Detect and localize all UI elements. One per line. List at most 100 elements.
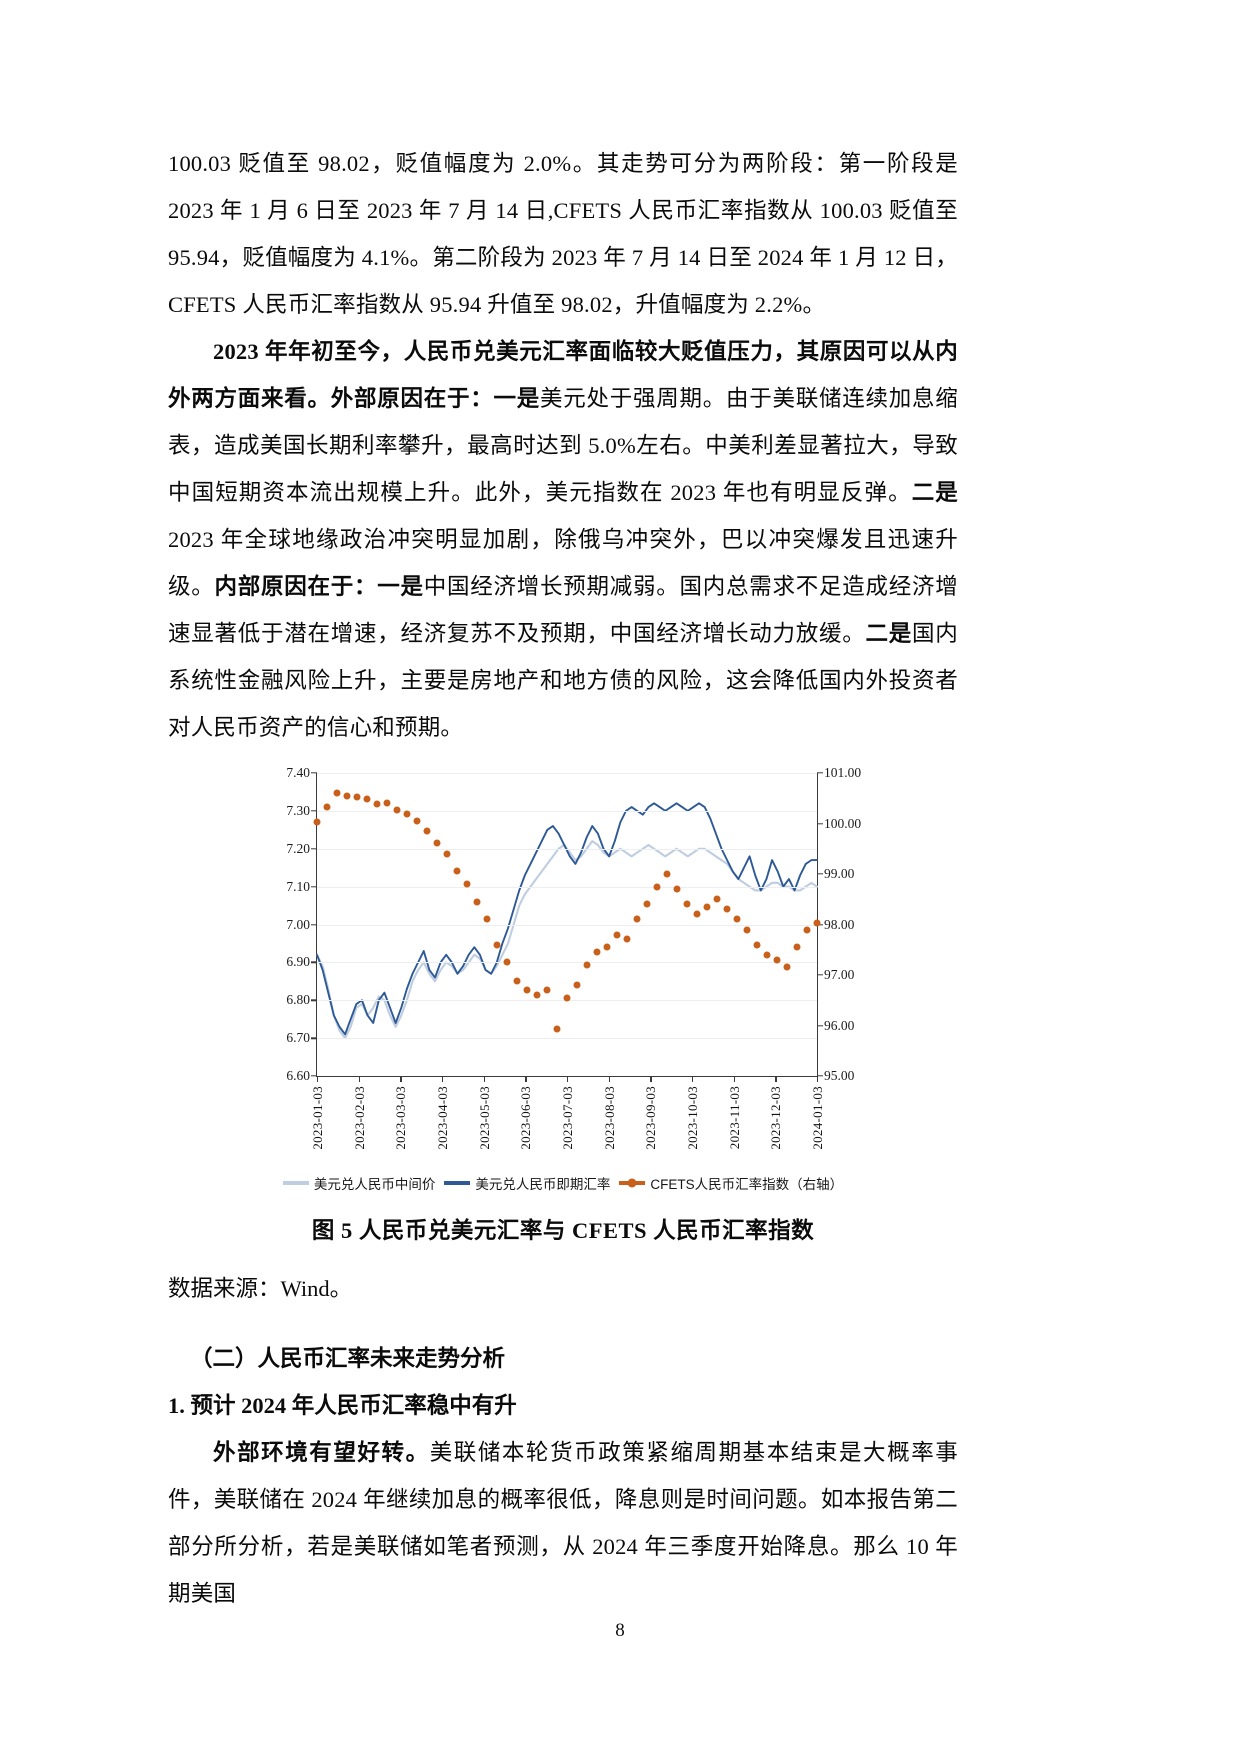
y-axis-left-tick-label: 6.60 xyxy=(286,1068,310,1083)
chart-data-point xyxy=(463,880,471,888)
chart-data-point xyxy=(373,800,381,808)
chart-data-point xyxy=(773,956,781,964)
y-axis-right-tick xyxy=(817,873,823,875)
chart-data-point xyxy=(433,839,441,847)
chart-data-point xyxy=(593,948,601,956)
chart-gridline xyxy=(317,1038,817,1040)
chart-data-point xyxy=(783,963,791,971)
legend-label: 美元兑人民币中间价 xyxy=(313,1177,436,1192)
section-heading: （二）人民币汇率未来走势分析 xyxy=(190,1345,506,1371)
y-axis-left-tick xyxy=(311,1037,317,1039)
y-axis-left-tick xyxy=(311,848,317,850)
legend-swatch xyxy=(619,1178,646,1188)
paragraph-2-bold-4: 二是 xyxy=(865,621,913,646)
chart-data-point xyxy=(603,943,611,951)
chart-data-point xyxy=(313,818,321,826)
paragraph-1: 100.03 贬值至 98.02，贬值幅度为 2.0%。其走势可分为两阶段：第一… xyxy=(168,151,958,317)
x-axis-tick-label: 2024-01-03 xyxy=(810,1086,825,1150)
chart-data-point xyxy=(443,850,451,858)
chart-data-point xyxy=(503,958,511,966)
y-axis-left-tick xyxy=(311,999,317,1001)
x-axis-tick-label: 2023-08-03 xyxy=(601,1086,617,1150)
paragraph-3-tail: 美联储本轮货币政策紧缩周期基本结束是大概率事件，美联储在 2024 年继续加息的… xyxy=(168,1439,958,1606)
chart-data-point xyxy=(683,900,691,908)
chart-data-point xyxy=(693,910,701,918)
subsection-heading: 1. 预计 2024 年人民币汇率稳中有升 xyxy=(168,1392,517,1418)
paragraph-2: 2023 年年初至今，人民币兑美元汇率面临较大贬值压力，其原因可以从内外两方面来… xyxy=(168,328,958,751)
x-axis-tick-label: 2023-10-03 xyxy=(685,1086,700,1150)
chart-data-point xyxy=(353,793,361,801)
chart-data-point xyxy=(383,799,391,807)
legend-item: 美元兑人民币中间价 xyxy=(282,1173,436,1193)
x-axis-tick-label: 2023-03-03 xyxy=(393,1086,409,1150)
chart-data-point xyxy=(643,900,651,908)
y-axis-right-tick-label: 97.00 xyxy=(824,967,855,982)
y-axis-left-tick-label: 6.90 xyxy=(286,954,310,970)
chart-data-point xyxy=(343,792,351,800)
paragraph-2-mid-3: 中国经济增长预期减弱。国内总需求不足造成经济增速显著低于潜在增速，经济复苏不及预… xyxy=(168,574,958,646)
x-axis-tick xyxy=(317,1076,319,1082)
y-axis-right-tick xyxy=(817,1075,823,1077)
y-axis-right-tick-label: 96.00 xyxy=(824,1017,855,1033)
x-axis-tick-label: 2023-07-03 xyxy=(560,1086,575,1150)
x-axis-tick xyxy=(358,1076,360,1082)
chart-line-series xyxy=(317,803,817,1034)
chart-data-point xyxy=(583,961,591,969)
x-axis-tick xyxy=(733,1076,735,1082)
legend-label: 美元兑人民币即期汇率 xyxy=(475,1177,611,1192)
x-axis-tick-label: 2023-02-03 xyxy=(351,1086,367,1150)
legend-label: CFETS人民币汇率指数（右轴） xyxy=(650,1177,844,1192)
legend-swatch xyxy=(444,1181,471,1185)
chart-data-point xyxy=(703,903,711,911)
figure-source: 数据来源：Wind。 xyxy=(168,1276,353,1301)
y-axis-right-tick-label: 100.00 xyxy=(824,815,862,831)
chart-data-point xyxy=(763,951,771,959)
x-axis-tick-label: 2023-04-03 xyxy=(435,1086,450,1150)
x-axis-tick-label: 2023-12-03 xyxy=(768,1086,784,1150)
y-axis-left-tick xyxy=(311,923,317,926)
chart-data-point xyxy=(423,827,431,835)
y-axis-left-tick-label: 7.40 xyxy=(286,765,310,780)
chart-data-point xyxy=(803,926,811,934)
x-axis-tick xyxy=(692,1076,694,1082)
paragraph-2-mid: 美元处于强周期。由于美联储连续加息缩表，造成美国长期利率攀升，最高时达到 5.0… xyxy=(168,386,959,505)
x-axis-tick xyxy=(775,1076,777,1082)
chart-data-point xyxy=(633,915,641,923)
x-axis-tick xyxy=(442,1076,444,1082)
chart-data-point xyxy=(673,885,681,893)
legend-swatch xyxy=(282,1181,309,1185)
chart-data-point xyxy=(563,994,571,1002)
chart-data-point xyxy=(623,935,631,943)
chart-gridline xyxy=(317,848,817,850)
chart-data-point xyxy=(323,803,331,811)
chart-gridline xyxy=(317,773,817,774)
y-axis-left-tick-label: 7.20 xyxy=(286,840,310,856)
chart-data-point xyxy=(753,941,761,949)
exchange-rate-chart: 7.40 7.30 7.20 7.10 7.00 6.90 6.80 6.70 6.60 101.… xyxy=(258,765,878,1150)
chart-data-point xyxy=(513,977,521,985)
y-axis-right-tick-label: 101.00 xyxy=(824,765,862,780)
figure-5: 7.40 7.30 7.20 7.10 7.00 6.90 6.80 6.70 6.60 101.… xyxy=(168,765,958,1245)
chart-data-point xyxy=(663,870,671,878)
chart-data-point xyxy=(413,817,421,825)
chart-data-point xyxy=(543,986,551,994)
chart-data-point xyxy=(483,915,491,923)
y-axis-right-tick-label: 99.00 xyxy=(824,866,855,881)
chart-plot-area: 7.40 7.30 7.20 7.10 7.00 6.90 6.80 6.70 6.60 101.… xyxy=(286,765,861,1150)
chart-data-point xyxy=(493,941,501,949)
paragraph-2-bold-3: 内部原因在于：一是 xyxy=(214,574,424,599)
y-axis-right-tick xyxy=(817,1024,823,1027)
chart-data-point xyxy=(363,795,371,803)
chart-data-point xyxy=(403,810,411,818)
paragraph-2-tail: 国内系统性金融风险上升，主要是房地产和地方债的风险，这会降低国内外投资者对人民币… xyxy=(168,621,958,740)
x-axis-tick xyxy=(400,1076,402,1082)
figure-caption: 图 5 人民币兑美元汇率与 CFETS 人民币汇率指数 xyxy=(311,1218,815,1243)
y-axis-right-tick xyxy=(817,772,823,774)
y-axis-left-tick xyxy=(311,961,317,964)
x-axis-tick xyxy=(567,1076,569,1082)
legend-item: CFETS人民币汇率指数（右轴） xyxy=(619,1173,843,1193)
y-axis-left-tick-label: 6.80 xyxy=(286,992,310,1008)
legend-item: 美元兑人民币即期汇率 xyxy=(444,1173,610,1193)
x-axis-tick-label: 2023-05-03 xyxy=(476,1086,492,1150)
